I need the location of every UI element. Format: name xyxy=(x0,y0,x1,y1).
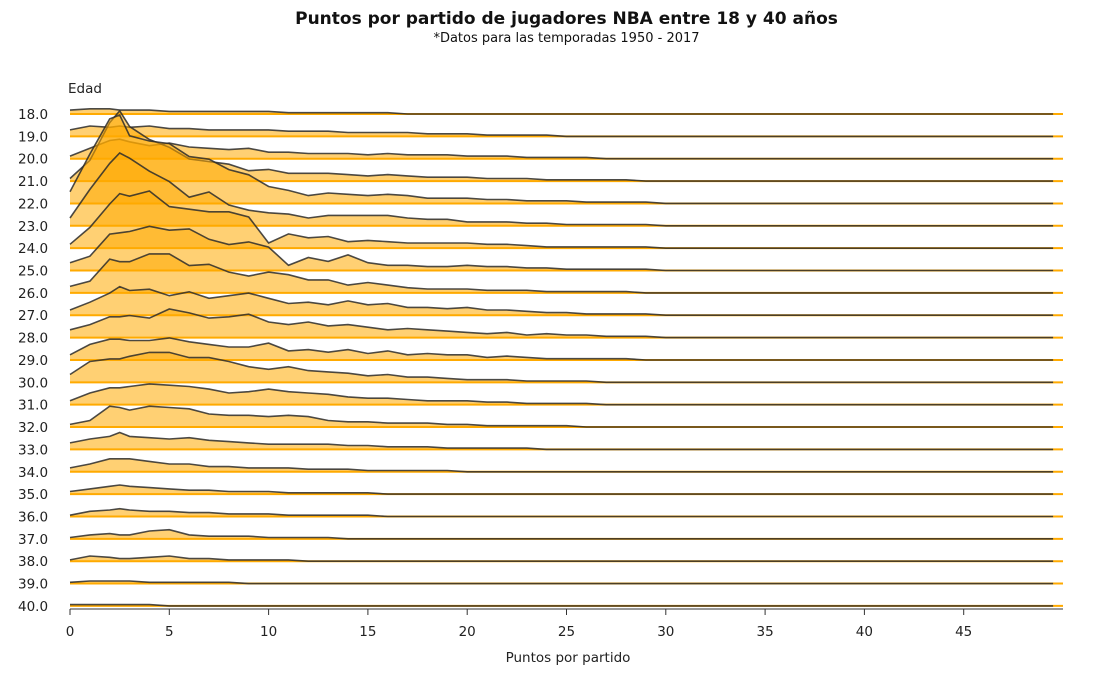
ridge-area-36.0 xyxy=(70,508,1054,517)
y-tick-label: 32.0 xyxy=(18,420,48,436)
ridge-area-28.0 xyxy=(70,309,1054,338)
x-tick-label: 5 xyxy=(165,624,174,640)
y-axis-label: Edad xyxy=(68,81,102,97)
ridge-line-40.0 xyxy=(70,603,1054,607)
y-tick-label: 38.0 xyxy=(18,554,48,570)
ridge-area-26.0 xyxy=(70,253,1054,293)
ridge-34.0: 34.0 xyxy=(18,458,1063,481)
y-tick-label: 35.0 xyxy=(18,487,48,503)
ridge-36.0: 36.0 xyxy=(18,507,1063,525)
x-tick-label: 45 xyxy=(955,624,972,640)
y-tick-label: 37.0 xyxy=(18,532,48,548)
y-tick-label: 36.0 xyxy=(18,509,48,525)
ridge-area-19.0 xyxy=(70,126,1054,137)
y-tick-label: 26.0 xyxy=(18,286,48,302)
ridge-33.0: 33.0 xyxy=(18,431,1063,458)
ridge-line-24.0 xyxy=(69,190,1054,249)
ridge-line-37.0 xyxy=(69,528,1054,540)
y-tick-label: 22.0 xyxy=(18,196,48,212)
x-tick-label: 30 xyxy=(657,624,674,640)
y-tick-label: 31.0 xyxy=(18,398,48,414)
y-tick-label: 19.0 xyxy=(18,129,48,145)
ridge-line-26.0 xyxy=(69,253,1054,294)
ridge-28.0: 28.0 xyxy=(18,308,1063,347)
ridge-area-39.0 xyxy=(70,581,1054,584)
y-tick-label: 27.0 xyxy=(18,308,48,324)
ridge-line-33.0 xyxy=(69,431,1054,451)
ridge-line-35.0 xyxy=(69,484,1054,495)
ridge-area-31.0 xyxy=(70,383,1054,405)
y-tick-label: 40.0 xyxy=(18,599,48,615)
ridge-area-33.0 xyxy=(70,432,1054,450)
y-tick-label: 30.0 xyxy=(18,375,48,391)
ridge-29.0: 29.0 xyxy=(18,337,1063,369)
ridge-19.0: 19.0 xyxy=(18,125,1063,145)
y-tick-label: 18.0 xyxy=(18,107,48,123)
ridge-line-39.0 xyxy=(69,580,1054,585)
y-tick-label: 39.0 xyxy=(18,577,48,593)
ridge-40.0: 40.0 xyxy=(18,599,1063,615)
x-axis-label: Puntos por partido xyxy=(506,650,631,666)
ridge-area-32.0 xyxy=(70,406,1054,428)
ridge-area-34.0 xyxy=(70,458,1054,472)
x-tick-label: 35 xyxy=(757,624,774,640)
ridge-line-27.0 xyxy=(69,285,1054,316)
ridge-25.0: 25.0 xyxy=(18,225,1063,280)
y-tick-label: 33.0 xyxy=(18,442,48,458)
ridge-26.0: 26.0 xyxy=(18,253,1063,302)
y-tick-label: 29.0 xyxy=(18,353,48,369)
ridge-line-19.0 xyxy=(69,125,1054,138)
x-tick-label: 25 xyxy=(558,624,575,640)
y-tick-label: 34.0 xyxy=(18,465,48,481)
ridge-35.0: 35.0 xyxy=(18,484,1063,503)
ridge-line-38.0 xyxy=(69,555,1054,562)
ridge-30.0: 30.0 xyxy=(18,351,1063,391)
ridge-line-30.0 xyxy=(69,351,1054,384)
ridge-18.0: 18.0 xyxy=(18,107,1063,123)
x-tick-label: 0 xyxy=(66,624,75,640)
y-tick-label: 28.0 xyxy=(18,331,48,347)
ridge-line-23.0 xyxy=(69,152,1054,227)
ridge-line-22.0 xyxy=(69,113,1054,205)
ridge-line-25.0 xyxy=(69,225,1054,272)
ridge-area-35.0 xyxy=(70,485,1054,495)
ridge-line-18.0 xyxy=(69,108,1054,115)
ridge-37.0: 37.0 xyxy=(18,528,1063,548)
ridge-area-30.0 xyxy=(70,352,1054,383)
ridge-39.0: 39.0 xyxy=(18,577,1063,593)
y-tick-label: 21.0 xyxy=(18,174,48,190)
chart-subtitle: *Datos para las temporadas 1950 - 2017 xyxy=(433,31,700,46)
ridge-area-37.0 xyxy=(70,529,1054,539)
ridge-area-29.0 xyxy=(70,337,1054,360)
ridge-32.0: 32.0 xyxy=(18,405,1063,436)
y-tick-label: 23.0 xyxy=(18,219,48,235)
ridge-line-29.0 xyxy=(69,337,1054,361)
ridge-line-28.0 xyxy=(69,308,1054,339)
ridge-31.0: 31.0 xyxy=(18,383,1063,414)
y-tick-label: 20.0 xyxy=(18,152,48,168)
ridge-line-34.0 xyxy=(69,458,1054,473)
y-tick-label: 24.0 xyxy=(18,241,48,257)
ridge-line-36.0 xyxy=(69,507,1054,518)
x-tick-label: 20 xyxy=(459,624,476,640)
ridge-line-32.0 xyxy=(69,405,1054,428)
ridge-38.0: 38.0 xyxy=(18,554,1063,570)
ridge-area-27.0 xyxy=(70,286,1054,316)
x-axis: 0 5 10 15 20 25 30 35 40 45 xyxy=(66,608,1063,640)
ridge-line-31.0 xyxy=(69,383,1054,406)
x-tick-label: 15 xyxy=(359,624,376,640)
chart-title: Puntos por partido de jugadores NBA entr… xyxy=(295,9,838,29)
ridges-group: 18.0 19.0 20.0 21.0 22.0 23.0 24.0 25.0 26.0 27.0… xyxy=(18,107,1063,615)
x-tick-label: 10 xyxy=(260,624,277,640)
y-tick-label: 25.0 xyxy=(18,264,48,280)
x-tick-label: 40 xyxy=(856,624,873,640)
